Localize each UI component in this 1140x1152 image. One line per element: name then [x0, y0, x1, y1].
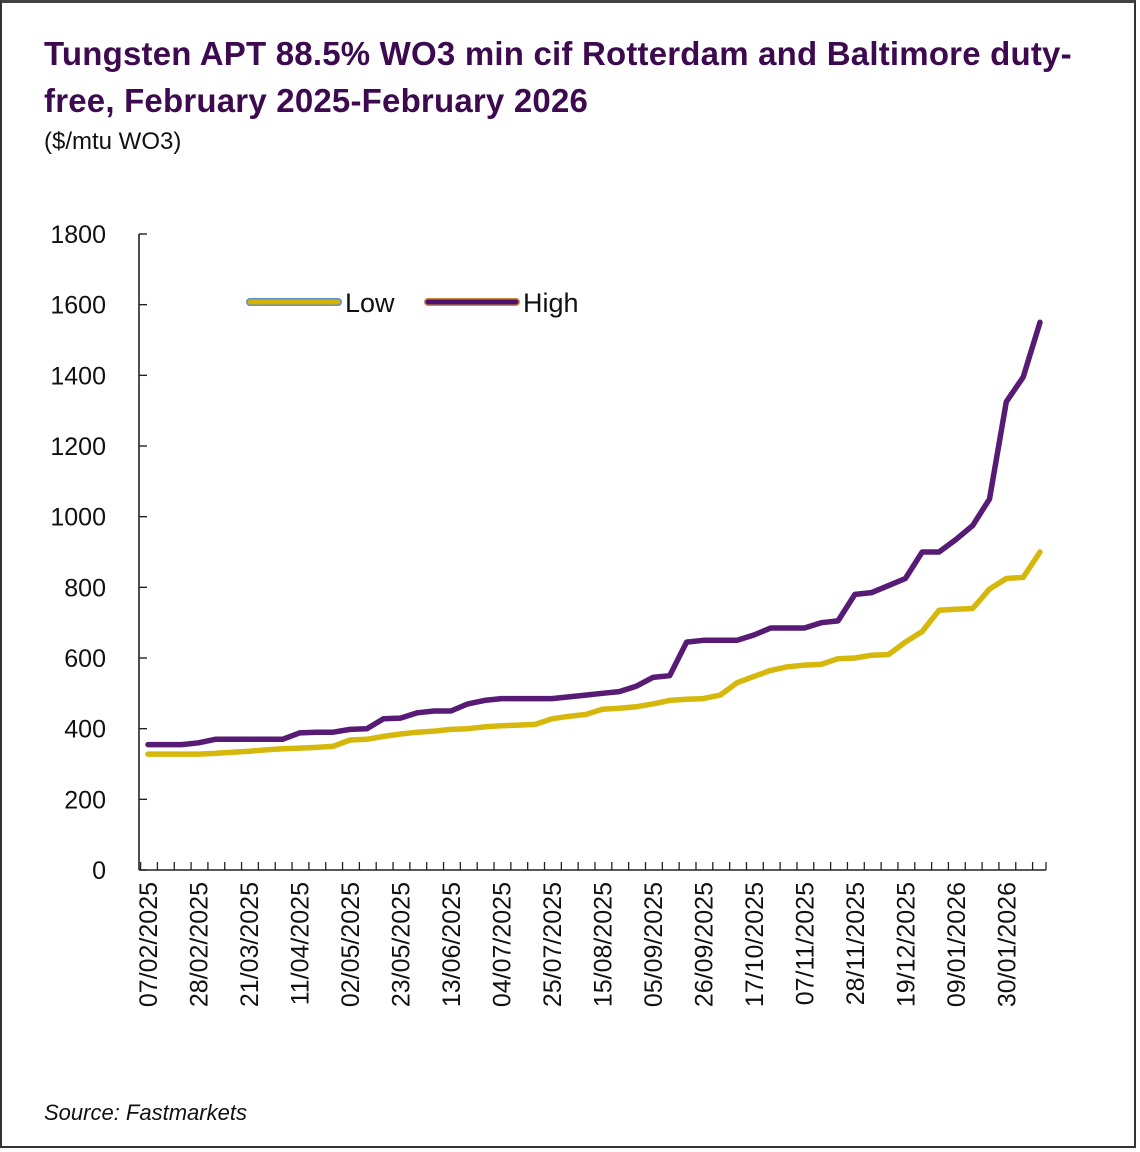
series-high [145, 319, 1043, 748]
legend-item-low: Low [246, 288, 395, 318]
y-tick-label: 0 [92, 857, 106, 885]
x-tick-label: 05/09/2025 [640, 882, 668, 1007]
y-axis: 0 200 400 600 800 1000 1200 1400 1600 1800 [50, 221, 147, 885]
x-tick-label: 11/04/2025 [286, 882, 314, 1005]
x-tick-label: 26/09/2025 [690, 882, 718, 1007]
series-low [145, 549, 1043, 757]
x-axis: 07/02/2025 28/02/2025 21/03/2025 11/04/2025… [135, 862, 1047, 1007]
series-layer [145, 319, 1043, 757]
chart-units: ($/mtu WO3) [44, 128, 182, 155]
x-tick-label: 07/02/2025 [135, 882, 163, 1007]
y-tick-label: 1200 [50, 433, 106, 461]
y-tick-label: 1800 [50, 221, 106, 249]
y-tick-label: 1600 [50, 292, 106, 320]
y-tick-label: 1000 [50, 504, 106, 532]
chart-title: Tungsten APT 88.5% WO3 min cif Rotterdam… [44, 35, 1072, 119]
x-tick-label: 13/06/2025 [438, 882, 466, 1007]
series-line-high [145, 319, 1043, 748]
legend-label: Low [345, 288, 395, 318]
x-tick-label: 04/07/2025 [488, 882, 516, 1007]
x-tick-label: 30/01/2026 [993, 882, 1021, 1007]
x-tick-label: 19/12/2025 [892, 882, 920, 1007]
x-tick-label: 15/08/2025 [589, 882, 617, 1007]
x-tick-label: 25/07/2025 [539, 882, 567, 1007]
x-tick-label: 28/11/2025 [842, 882, 870, 1005]
y-tick-label: 400 [64, 716, 106, 744]
y-tick-label: 1400 [50, 362, 106, 390]
legend-label: High [523, 288, 579, 318]
x-tick-label: 21/03/2025 [236, 882, 264, 1007]
legend: Low High [246, 288, 579, 318]
x-tick-label: 07/11/2025 [791, 882, 819, 1005]
chart-source: Source: Fastmarkets [44, 1100, 247, 1125]
y-tick-label: 600 [64, 645, 106, 673]
x-tick-label: 02/05/2025 [337, 882, 365, 1007]
y-tick-label: 200 [64, 786, 106, 814]
x-tick-label: 09/01/2026 [943, 882, 971, 1007]
y-tick-label: 800 [64, 574, 106, 602]
legend-item-high: High [424, 288, 579, 318]
x-tick-label: 28/02/2025 [185, 882, 213, 1007]
series-line-low [145, 549, 1043, 757]
x-tick-label: 17/10/2025 [741, 882, 769, 1007]
x-tick-label: 23/05/2025 [387, 882, 415, 1007]
